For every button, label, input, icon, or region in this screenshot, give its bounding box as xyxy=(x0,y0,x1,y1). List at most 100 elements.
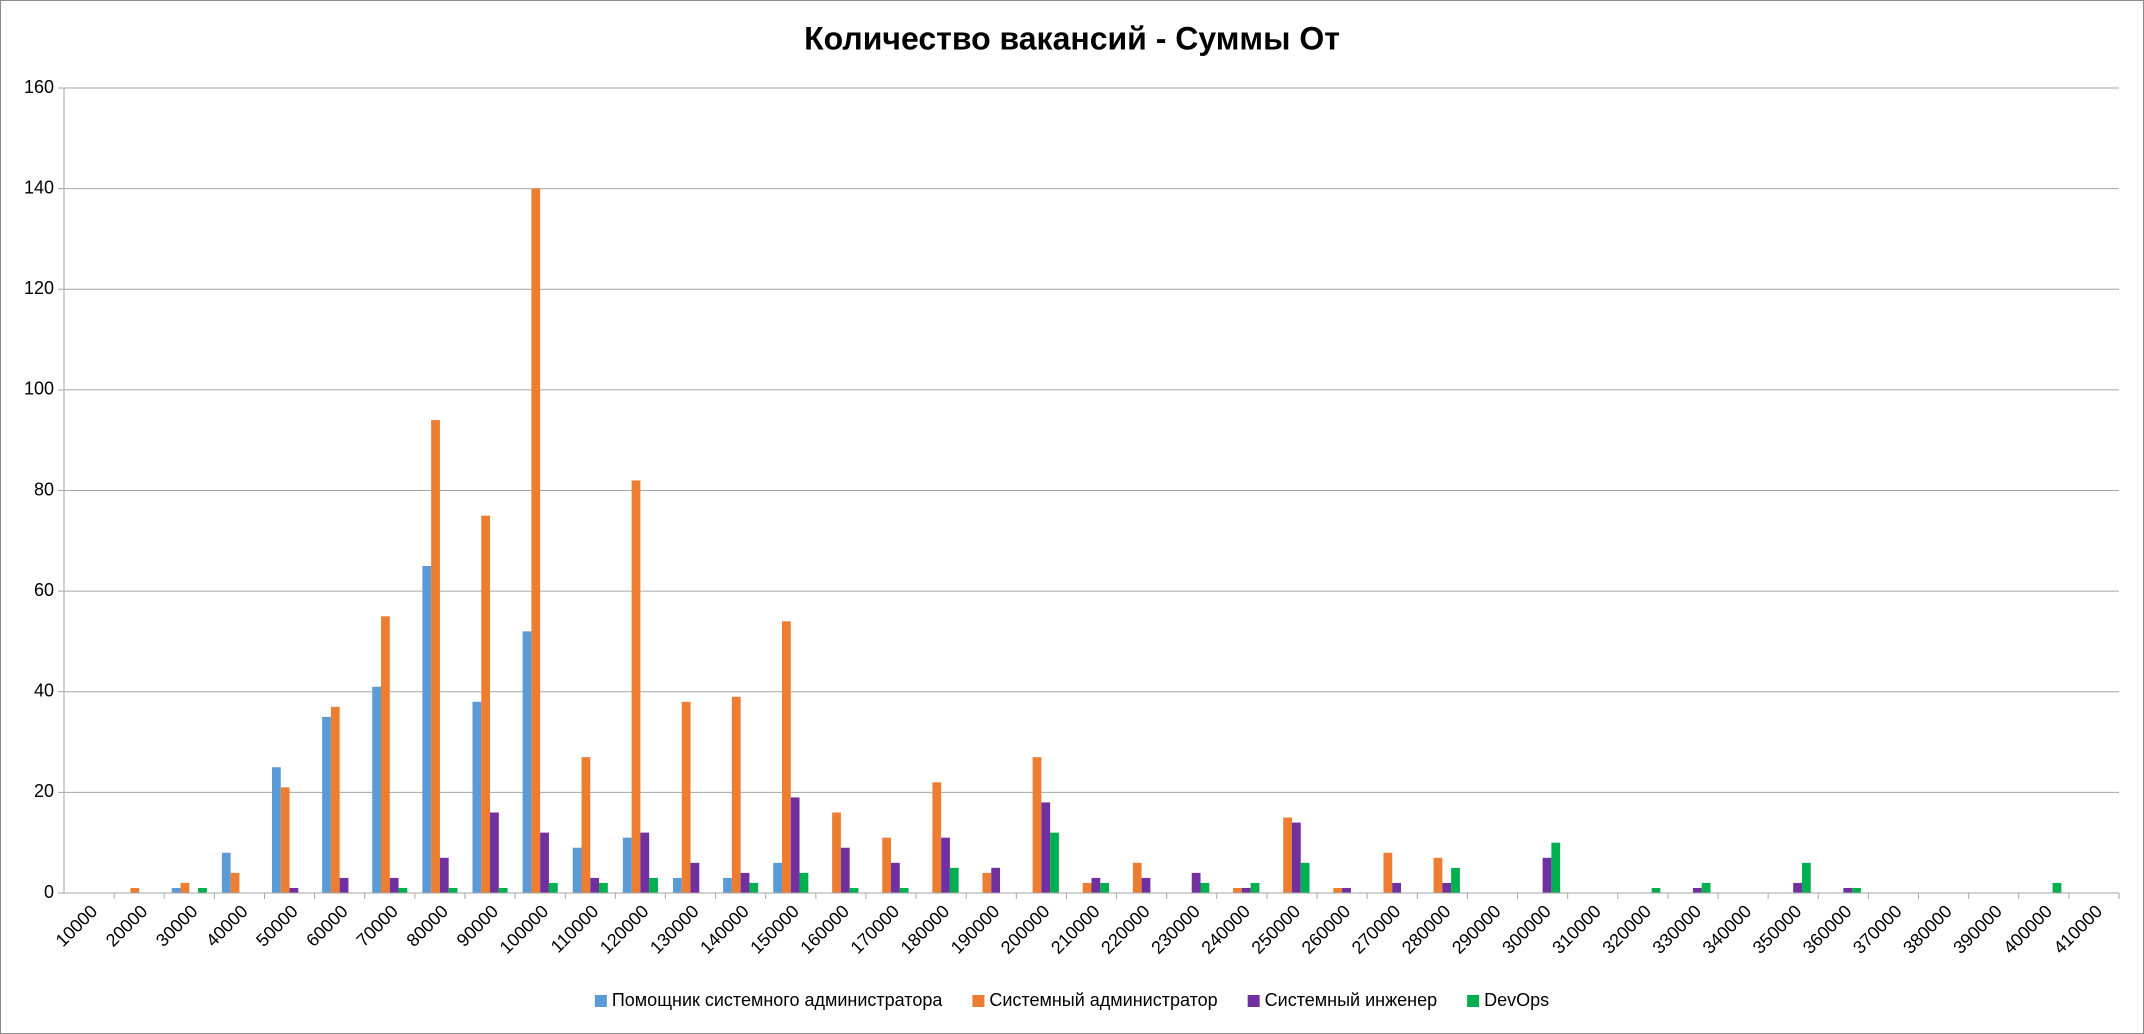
bar xyxy=(1433,857,1443,893)
bar xyxy=(272,767,281,893)
legend-label: DevOps xyxy=(1484,990,1549,1010)
y-tick-label: 0 xyxy=(44,882,54,902)
bar xyxy=(448,887,458,893)
bar xyxy=(1333,887,1343,893)
bar xyxy=(982,872,992,893)
bar xyxy=(1392,882,1402,893)
y-tick-label: 120 xyxy=(24,278,54,298)
bar xyxy=(622,837,632,893)
bar xyxy=(531,188,541,893)
bar xyxy=(949,867,959,893)
bar xyxy=(991,867,1001,893)
bar xyxy=(398,887,408,893)
legend: Помощник системного администратора Систем… xyxy=(594,990,1549,1010)
bar xyxy=(1801,862,1811,893)
legend-swatch xyxy=(972,995,985,1007)
bar xyxy=(1233,887,1242,893)
bar xyxy=(882,837,892,893)
legend-swatch xyxy=(594,995,607,1007)
bar xyxy=(1200,882,1210,893)
bar xyxy=(1692,887,1702,893)
bar xyxy=(180,882,190,893)
bar xyxy=(1442,882,1452,893)
bar xyxy=(1852,887,1861,893)
bar xyxy=(790,797,800,893)
y-tick-label: 40 xyxy=(34,681,54,701)
bar xyxy=(891,862,900,893)
bar xyxy=(330,706,340,893)
bar xyxy=(599,882,608,893)
bar xyxy=(198,887,207,893)
bar xyxy=(849,887,859,893)
bar xyxy=(1082,882,1092,893)
bar xyxy=(899,887,909,893)
bar xyxy=(540,832,549,893)
legend-label: Помощник системного администратора xyxy=(612,990,944,1010)
bar xyxy=(681,701,691,893)
bar xyxy=(1250,882,1260,893)
bar xyxy=(799,872,809,893)
bar xyxy=(1132,862,1142,893)
bar xyxy=(1283,817,1292,893)
bar xyxy=(372,686,382,893)
bar xyxy=(590,877,600,893)
bar xyxy=(289,887,299,893)
bar xyxy=(1041,802,1051,893)
bar xyxy=(1141,877,1151,893)
bar xyxy=(749,882,759,893)
bar xyxy=(522,631,532,893)
bar xyxy=(1793,882,1802,893)
bar xyxy=(731,696,741,893)
bar xyxy=(1091,877,1101,893)
y-tick-label: 20 xyxy=(34,781,54,801)
bar xyxy=(740,872,750,893)
bar xyxy=(498,887,508,893)
chart-title: Количество вакансий - Суммы От xyxy=(804,20,1340,56)
y-tick-label: 60 xyxy=(34,580,54,600)
bar xyxy=(2052,882,2062,893)
bar xyxy=(1100,882,1110,893)
bar xyxy=(773,862,782,893)
bar xyxy=(171,887,181,893)
bar xyxy=(581,757,591,893)
bar xyxy=(1843,887,1853,893)
bar xyxy=(1651,887,1661,893)
bar xyxy=(1551,842,1561,893)
bar xyxy=(221,852,231,893)
bar xyxy=(1342,887,1351,893)
bar xyxy=(1191,872,1201,893)
bar xyxy=(230,872,240,893)
bar xyxy=(490,812,499,893)
bar xyxy=(572,847,582,893)
bar xyxy=(1300,862,1310,893)
bar xyxy=(439,857,449,893)
bar xyxy=(548,882,558,893)
bar xyxy=(672,877,682,893)
bar xyxy=(381,616,390,893)
bar xyxy=(280,787,290,893)
legend-label: Системный инженер xyxy=(1265,990,1437,1010)
bar xyxy=(649,877,658,893)
bar xyxy=(941,837,950,893)
bar xyxy=(840,847,850,893)
legend-swatch xyxy=(1247,995,1260,1007)
bar xyxy=(322,716,331,893)
bar xyxy=(422,565,432,893)
y-tick-label: 100 xyxy=(24,379,54,399)
bar xyxy=(431,420,440,893)
legend-label: Системный администратор xyxy=(989,990,1217,1010)
bar xyxy=(389,877,399,893)
bar xyxy=(1542,857,1552,893)
legend-swatch xyxy=(1467,995,1480,1007)
bar xyxy=(472,701,482,893)
bar xyxy=(781,621,791,893)
bar xyxy=(1383,852,1393,893)
bar xyxy=(1241,887,1251,893)
bar xyxy=(723,877,732,893)
bar xyxy=(339,877,349,893)
bar xyxy=(832,812,841,893)
bar xyxy=(481,515,491,893)
y-tick-label: 140 xyxy=(24,177,54,197)
